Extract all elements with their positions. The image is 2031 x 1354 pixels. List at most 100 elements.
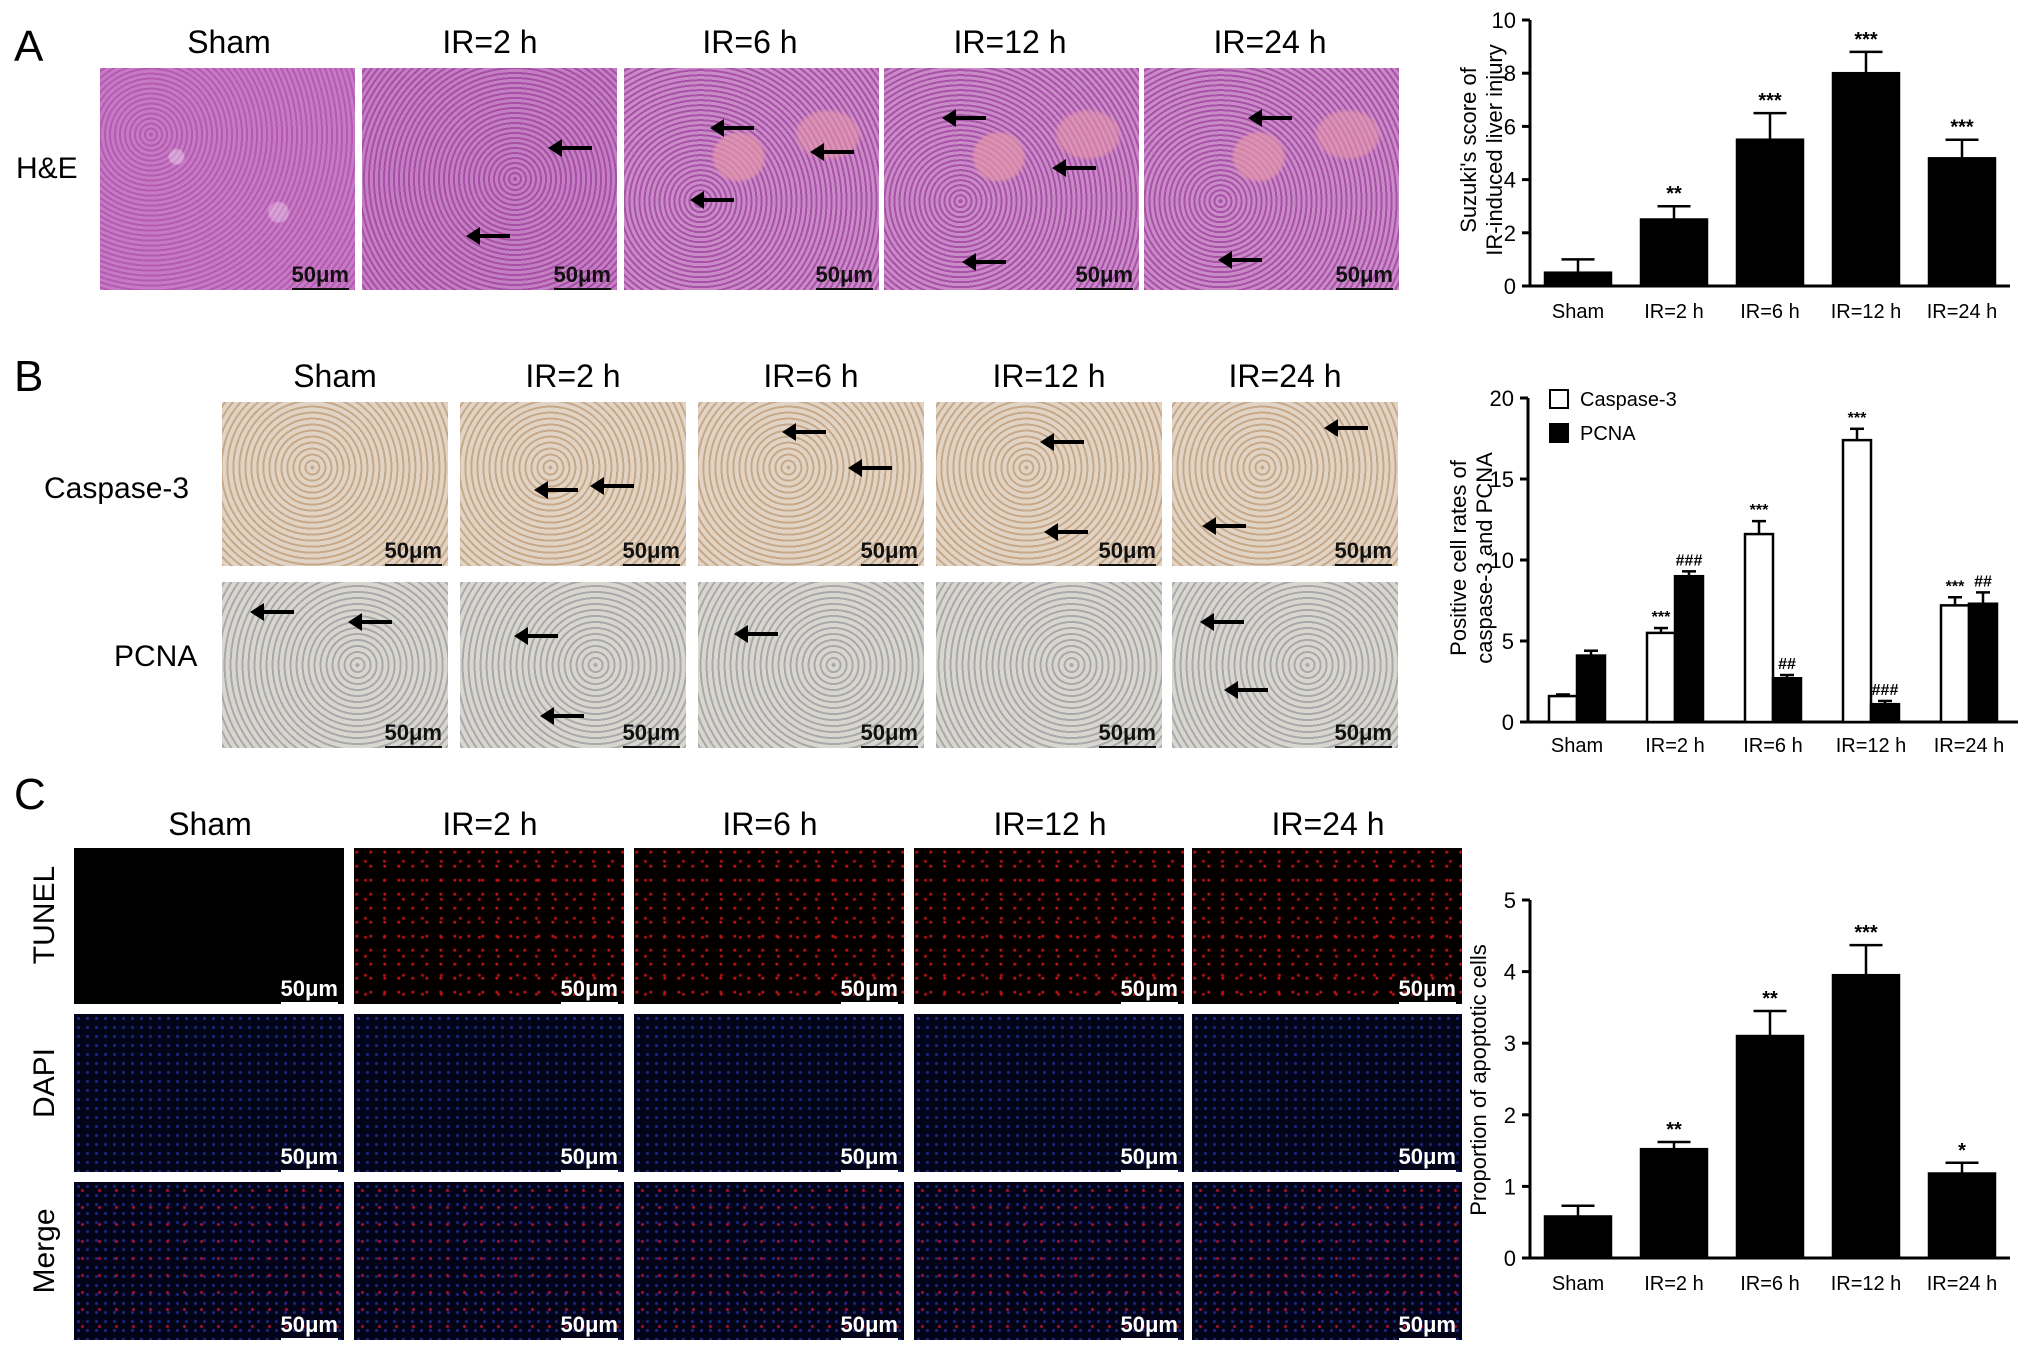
x-category-label: IR=6 h [1740, 301, 1799, 323]
bar [1869, 702, 1901, 724]
scale-bar: 50μm [1398, 976, 1456, 1004]
scale-bar: 50μm [280, 1312, 338, 1340]
scale-bar: 50μm [280, 1144, 338, 1172]
arrow-icon [1248, 109, 1292, 127]
tunel-image-ir6: 50μm [634, 848, 904, 1004]
significance-label: ### [1676, 552, 1703, 569]
tunel-image-ir24: 50μm [1192, 848, 1462, 1004]
merge-row-label: Merge [28, 1208, 61, 1294]
arrow-icon [734, 625, 778, 643]
y-tick-label: 20 [1490, 386, 1514, 411]
scale-bar: 50μm [840, 1312, 898, 1340]
panel-a-col-ir2: IR=2 h [442, 24, 538, 60]
scale-bar: 50μm [840, 1144, 898, 1172]
scale-bar: 50μm [1334, 538, 1392, 566]
bar [1841, 438, 1873, 724]
caspase3-row-label: Caspase-3 [44, 472, 190, 505]
bar [1831, 973, 1901, 1260]
pcna-image-ir24: 50μm [1172, 582, 1398, 748]
panel-b-col-ir12: IR=12 h [992, 358, 1106, 394]
x-category-label: IR=2 h [1644, 1273, 1703, 1295]
merge-image-ir6: 50μm [634, 1182, 904, 1340]
scale-bar: 50μm [1398, 1144, 1456, 1172]
pcna-image-sham: 50μm [222, 582, 448, 748]
he-image-ir12: 50μm [884, 68, 1139, 290]
dapi-image-ir2: 50μm [354, 1014, 624, 1172]
significance-label: * [1958, 1140, 1966, 1162]
tunel-image-sham: 50μm [74, 848, 344, 1004]
legend-label: PCNA [1580, 423, 1636, 445]
y-tick-label: 10 [1492, 8, 1516, 33]
x-category-label: IR=6 h [1743, 735, 1802, 757]
tunel-image-ir2: 50μm [354, 848, 624, 1004]
bar [1939, 604, 1971, 724]
scale-bar: 50μm [622, 720, 680, 748]
arrow-icon [1044, 523, 1088, 541]
panel-b-col-ir2: IR=2 h [525, 358, 621, 394]
merge-image-ir12: 50μm [914, 1182, 1184, 1340]
he-image-ir24: 50μm [1144, 68, 1399, 290]
legend-label: Caspase-3 [1580, 389, 1677, 411]
scale-bar: 50μm [840, 976, 898, 1004]
pcna-image-ir6: 50μm [698, 582, 924, 748]
arrow-icon [962, 253, 1006, 271]
panel-b-letter: B [14, 352, 44, 401]
caspase3-image-ir6: 50μm [698, 402, 924, 566]
arrow-icon [466, 227, 510, 245]
significance-label: *** [1950, 117, 1974, 139]
y-tick-label: 4 [1504, 168, 1516, 193]
dapi-image-ir24: 50μm [1192, 1014, 1462, 1172]
tunel-image-ir12: 50μm [914, 848, 1184, 1004]
bar [1543, 271, 1613, 288]
scale-bar: 50μm [1098, 538, 1156, 566]
x-category-label: IR=2 h [1644, 301, 1703, 323]
x-category-label: Sham [1551, 735, 1603, 757]
significance-label: *** [1652, 609, 1671, 626]
y-tick-label: 3 [1504, 1031, 1516, 1056]
caspase3-image-sham: 50μm [222, 402, 448, 566]
arrow-icon [1052, 159, 1096, 177]
panel-a-letter: A [14, 22, 44, 71]
panel-b-col-sham: Sham [293, 358, 377, 394]
he-image-ir6: 50μm [624, 68, 879, 290]
y-tick-label: 6 [1504, 114, 1516, 139]
y-tick-label: 15 [1490, 467, 1514, 492]
chart-b-positive-cell-rates: 0 5 10 15 20 Positive cell rates ofcaspase-3 … [1446, 386, 2018, 757]
caspase3-image-ir12: 50μm [936, 402, 1162, 566]
y-tick-label: 0 [1502, 710, 1514, 735]
panel-c-col-ir6: IR=6 h [722, 806, 818, 842]
bar [1575, 654, 1607, 724]
panel-a-col-ir12: IR=12 h [953, 24, 1067, 60]
significance-label: *** [1758, 90, 1782, 112]
dapi-image-ir6: 50μm [634, 1014, 904, 1172]
significance-label: ### [1872, 682, 1899, 699]
scale-bar: 50μm [860, 538, 918, 566]
panel-c-col-sham: Sham [168, 806, 252, 842]
bar [1547, 694, 1579, 724]
bar [1645, 631, 1677, 724]
arrow-icon [810, 143, 854, 161]
x-category-label: IR=2 h [1645, 735, 1704, 757]
scale-bar: 50μm [291, 262, 349, 290]
y-tick-label: 0 [1504, 274, 1516, 299]
x-category-label: IR=12 h [1831, 1273, 1902, 1295]
panel-c-col-ir24: IR=24 h [1271, 806, 1385, 842]
merge-image-ir2: 50μm [354, 1182, 624, 1340]
bar [1771, 677, 1803, 724]
arrow-icon [1324, 419, 1368, 437]
significance-label: ## [1974, 573, 1992, 590]
legend-swatch [1549, 389, 1569, 409]
significance-label: *** [1848, 410, 1867, 427]
y-tick-label: 0 [1504, 1246, 1516, 1271]
chart-a-suzuki-score: 0 2 4 6 8 10 Suzuki's score ofIR-induced liver… [1456, 8, 2010, 323]
scale-bar: 50μm [560, 1144, 618, 1172]
y-tick-label: 10 [1490, 548, 1514, 573]
scale-bar: 50μm [815, 262, 873, 290]
significance-label: ## [1778, 656, 1796, 673]
arrow-icon [548, 139, 592, 157]
significance-label: *** [1750, 502, 1769, 519]
scale-bar: 50μm [622, 538, 680, 566]
arrow-icon [1202, 517, 1246, 535]
x-category-label: IR=12 h [1836, 735, 1907, 757]
merge-image-ir24: 50μm [1192, 1182, 1462, 1340]
